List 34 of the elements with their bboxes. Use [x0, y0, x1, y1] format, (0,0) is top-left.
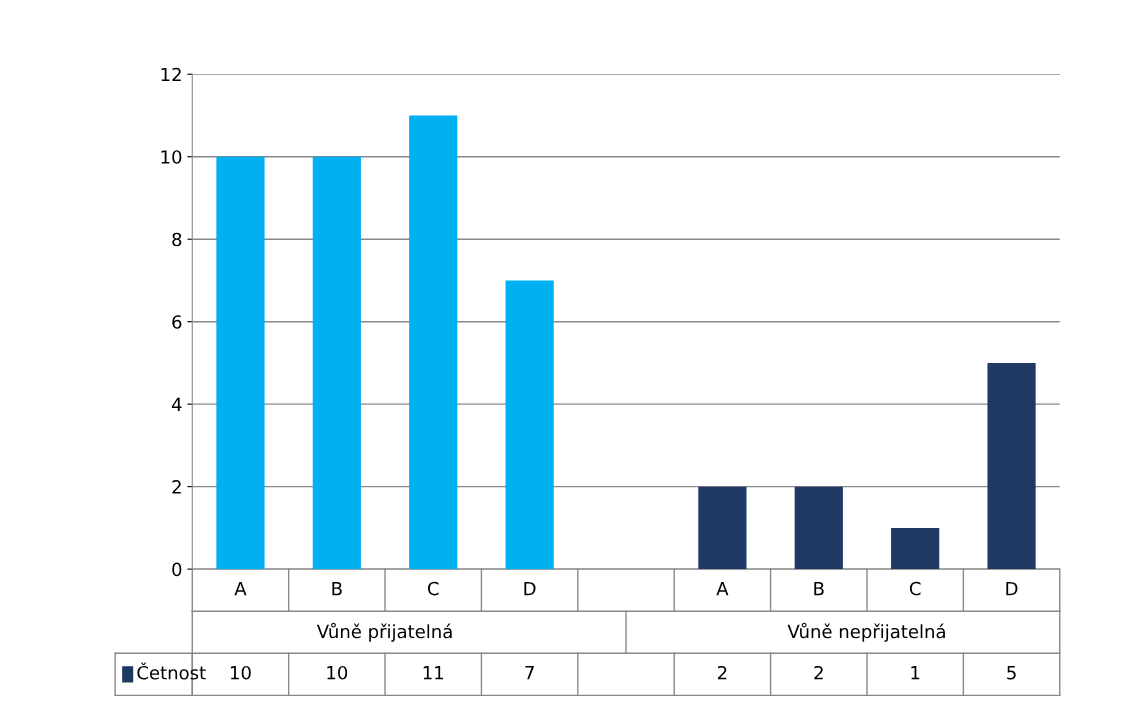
bar — [794, 486, 843, 570]
data-label: 10 — [230, 665, 251, 680]
text: Vůně přijatelná — [316, 622, 452, 642]
data-label: 10 — [327, 665, 348, 680]
bar — [698, 486, 747, 570]
x-tick-label: D — [1006, 581, 1018, 596]
y-tick-label: 4 — [171, 397, 182, 412]
bar — [216, 156, 265, 570]
data-label: 7 — [525, 666, 534, 680]
x-tick-label: A — [716, 581, 729, 596]
y-tick-label: 8 — [172, 232, 182, 247]
x-tick-label: B — [814, 581, 824, 596]
bar — [891, 527, 940, 570]
x-tick-label: C — [909, 581, 921, 596]
bar — [409, 115, 458, 570]
data-label: 2 — [814, 665, 823, 680]
text: Vůně nepřijatelná — [787, 622, 945, 642]
data-label: 5 — [1007, 666, 1016, 680]
y-tick-label: 2 — [172, 480, 181, 494]
legend-label: Četnost — [137, 662, 206, 680]
y-tick-label: 0 — [172, 562, 182, 577]
data-label: 1 — [911, 666, 920, 680]
x-tick-label: C — [427, 581, 439, 596]
x-tick-label: B — [332, 581, 342, 596]
bar — [312, 156, 361, 570]
data-label: 2 — [717, 665, 727, 680]
bar — [987, 362, 1036, 570]
x-tick-label: D — [524, 581, 536, 596]
bar — [505, 280, 554, 570]
y-tick-label: 6 — [172, 315, 182, 329]
x-tick-label: A — [234, 581, 247, 596]
y-tick-label: 12 — [161, 67, 181, 82]
y-tick-label: 10 — [161, 150, 182, 164]
data-label: 11 — [423, 666, 444, 680]
